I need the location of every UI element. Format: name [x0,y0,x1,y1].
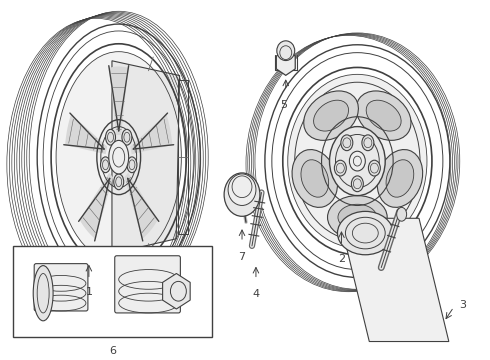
Ellipse shape [314,100,348,131]
Text: 1: 1 [85,287,93,297]
Polygon shape [65,114,107,154]
Ellipse shape [341,135,353,150]
Ellipse shape [127,157,137,173]
Ellipse shape [56,52,181,263]
Polygon shape [340,218,449,342]
Ellipse shape [386,160,414,197]
Ellipse shape [397,207,407,221]
Ellipse shape [366,100,401,131]
Text: 6: 6 [109,346,116,356]
Ellipse shape [329,127,385,195]
Ellipse shape [100,157,110,173]
Ellipse shape [105,129,116,145]
Polygon shape [112,61,179,253]
Polygon shape [109,67,128,135]
Ellipse shape [292,149,338,207]
Ellipse shape [362,135,374,150]
Ellipse shape [109,140,129,174]
Ellipse shape [334,160,346,176]
Ellipse shape [327,195,387,239]
Polygon shape [79,173,113,239]
Ellipse shape [304,91,358,140]
Ellipse shape [351,176,363,192]
Ellipse shape [114,174,123,190]
Ellipse shape [338,204,377,230]
Ellipse shape [228,174,256,206]
Ellipse shape [377,149,423,207]
Ellipse shape [288,75,427,248]
Ellipse shape [277,41,294,60]
Polygon shape [124,173,158,239]
Text: 3: 3 [459,300,466,310]
Ellipse shape [301,160,329,197]
Ellipse shape [122,129,132,145]
Polygon shape [130,114,172,154]
FancyBboxPatch shape [13,246,212,337]
Ellipse shape [338,211,393,255]
Text: 7: 7 [239,252,245,262]
Ellipse shape [349,151,366,171]
Polygon shape [276,50,295,75]
FancyBboxPatch shape [34,264,88,311]
Text: 2: 2 [338,254,345,264]
Ellipse shape [368,160,380,176]
Ellipse shape [224,173,260,216]
Ellipse shape [356,91,411,140]
Text: 4: 4 [252,289,260,299]
Ellipse shape [33,266,53,321]
Text: 5: 5 [280,100,287,110]
FancyBboxPatch shape [115,256,180,313]
Polygon shape [163,274,190,309]
